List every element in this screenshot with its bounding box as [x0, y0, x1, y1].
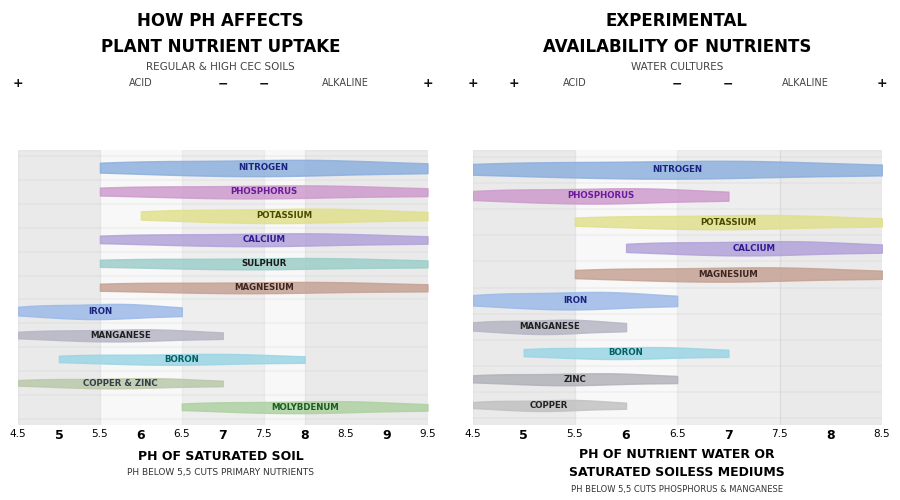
Text: −: − — [218, 77, 228, 90]
Text: +: + — [508, 77, 518, 90]
Text: −: − — [724, 77, 733, 90]
Text: REGULAR & HIGH CEC SOILS: REGULAR & HIGH CEC SOILS — [146, 62, 295, 72]
Text: POTASSIUM: POTASSIUM — [256, 212, 312, 220]
Text: PH BELOW 5,5 CUTS PRIMARY NUTRIENTS: PH BELOW 5,5 CUTS PRIMARY NUTRIENTS — [127, 468, 314, 476]
Text: COPPER & ZINC: COPPER & ZINC — [83, 378, 158, 388]
Text: BORON: BORON — [165, 354, 199, 364]
Text: NITROGEN: NITROGEN — [238, 164, 289, 172]
Text: PH OF SATURATED SOIL: PH OF SATURATED SOIL — [138, 450, 303, 463]
Text: BORON: BORON — [608, 348, 644, 358]
Text: MOLYBDENUM: MOLYBDENUM — [271, 402, 338, 411]
Text: HOW PH AFFECTS: HOW PH AFFECTS — [137, 12, 304, 30]
Text: EXPERIMENTAL: EXPERIMENTAL — [606, 12, 748, 30]
Bar — [779, 150, 882, 425]
Text: MANGANESE: MANGANESE — [90, 331, 151, 340]
Text: PLANT NUTRIENT UPTAKE: PLANT NUTRIENT UPTAKE — [101, 38, 340, 56]
Bar — [182, 150, 264, 425]
Text: POTASSIUM: POTASSIUM — [700, 218, 757, 226]
Text: +: + — [467, 77, 478, 90]
Text: CALCIUM: CALCIUM — [242, 235, 285, 244]
Bar — [18, 150, 100, 425]
Text: IRON: IRON — [88, 307, 112, 316]
Text: ACID: ACID — [129, 78, 153, 88]
Text: NITROGEN: NITROGEN — [652, 165, 702, 174]
Text: SULPHUR: SULPHUR — [241, 259, 286, 268]
Text: COPPER: COPPER — [530, 401, 569, 410]
Text: MAGNESIUM: MAGNESIUM — [698, 270, 759, 279]
Text: +: + — [13, 77, 23, 90]
Text: +: + — [877, 77, 887, 90]
Text: SATURATED SOILESS MEDIUMS: SATURATED SOILESS MEDIUMS — [569, 466, 785, 479]
Bar — [472, 150, 575, 425]
Text: WATER CULTURES: WATER CULTURES — [631, 62, 723, 72]
Text: PHOSPHORUS: PHOSPHORUS — [230, 188, 297, 196]
Text: MAGNESIUM: MAGNESIUM — [234, 283, 293, 292]
Text: ALKALINE: ALKALINE — [782, 78, 829, 88]
Text: ZINC: ZINC — [563, 374, 586, 384]
Text: AVAILABILITY OF NUTRIENTS: AVAILABILITY OF NUTRIENTS — [543, 38, 811, 56]
Text: −: − — [672, 77, 682, 90]
Text: −: − — [258, 77, 269, 90]
Text: PH OF NUTRIENT WATER OR: PH OF NUTRIENT WATER OR — [579, 448, 775, 460]
Bar — [677, 150, 779, 425]
Text: PHOSPHORUS: PHOSPHORUS — [567, 192, 634, 200]
Text: CALCIUM: CALCIUM — [733, 244, 776, 252]
Text: +: + — [422, 77, 433, 90]
Text: ACID: ACID — [563, 78, 587, 88]
Text: IRON: IRON — [562, 296, 587, 305]
Text: MANGANESE: MANGANESE — [519, 322, 580, 332]
Text: ALKALINE: ALKALINE — [322, 78, 369, 88]
Bar — [305, 150, 428, 425]
Text: PH BELOW 5,5 CUTS PHOSPHORUS & MANGANESE: PH BELOW 5,5 CUTS PHOSPHORUS & MANGANESE — [571, 485, 783, 494]
